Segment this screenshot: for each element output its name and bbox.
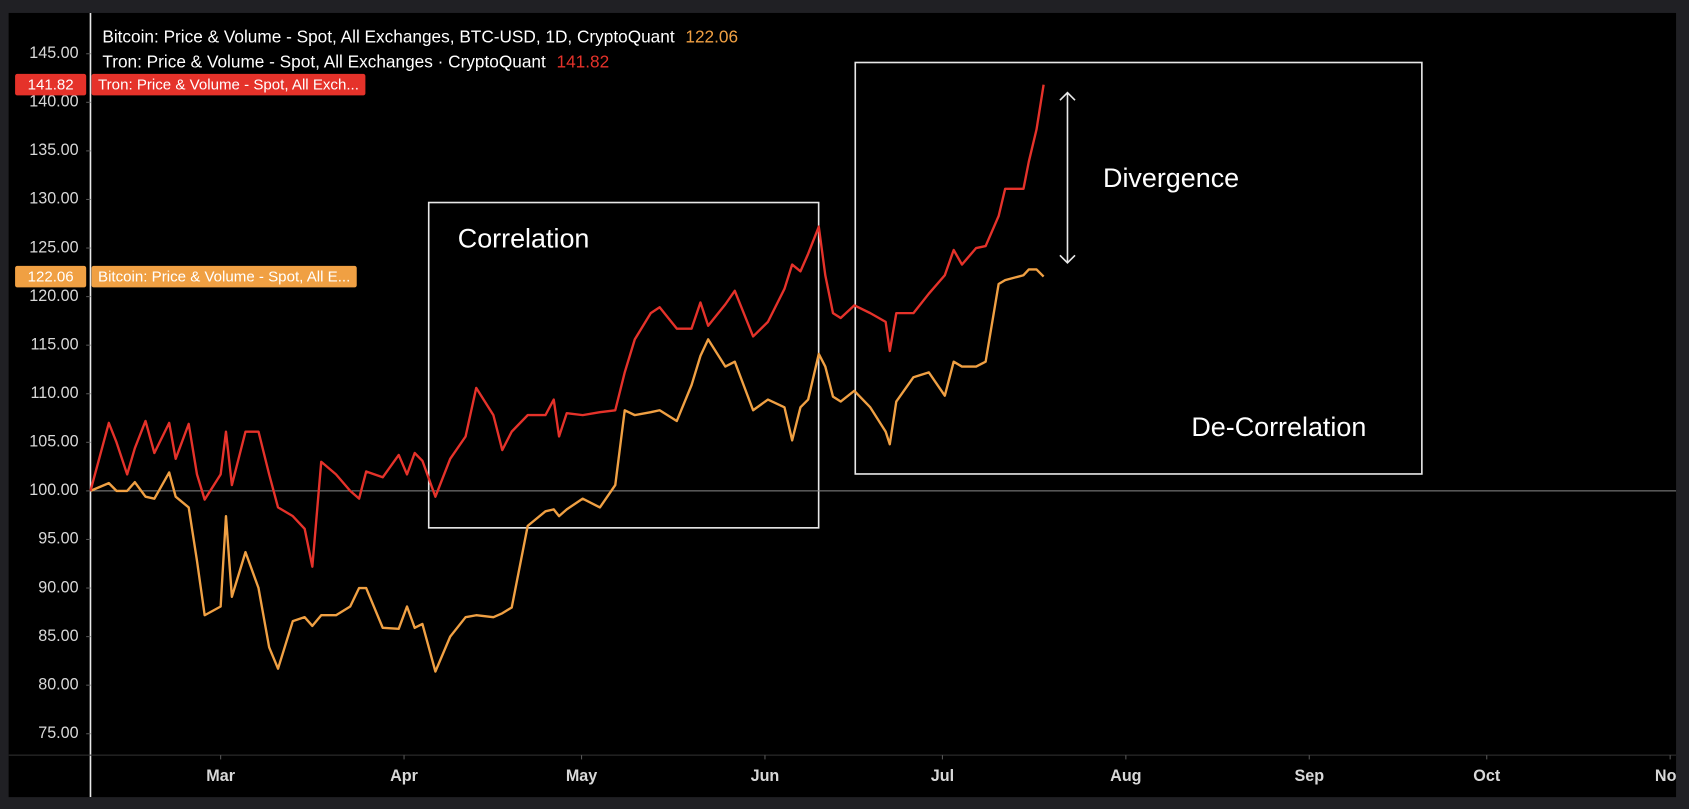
y-tick-label: 80.00 (38, 675, 78, 693)
series-line (90, 268, 1045, 673)
price-tag: 141.82 Tron: Price & Volume - Spot, All E… (15, 73, 366, 96)
x-tick-label: Nov (1655, 767, 1686, 785)
annotation: Divergence (1103, 163, 1239, 193)
price-tag-label-box (91, 265, 357, 288)
x-tick-label: Apr (390, 767, 419, 785)
y-tick-label: 85.00 (38, 627, 78, 645)
correlation-box (427, 201, 820, 529)
price-tag-value: 122.06 (28, 269, 74, 286)
x-tick-label: Sep (1294, 767, 1324, 785)
y-tick-label: 115.00 (30, 335, 78, 353)
x-tick-label: Jul (931, 767, 954, 785)
price-tag-value: 141.82 (28, 77, 74, 94)
legend-label: Tron: Price & Volume - Spot, All Exchang… (102, 51, 546, 71)
legend-value: 122.06 (685, 26, 738, 46)
series-line (89, 84, 1045, 568)
annotation: Correlation (458, 223, 590, 253)
y-tick-label: 120.00 (29, 287, 78, 305)
legend-value: 141.82 (557, 51, 610, 71)
legend-entry: Tron: Price & Volume - Spot, All Exchang… (102, 51, 609, 71)
x-tick-label: Aug (1110, 767, 1141, 785)
y-tick-label: 100.00 (29, 481, 78, 499)
legend-label: Bitcoin: Price & Volume - Spot, All Exch… (102, 26, 674, 46)
price-tag-box (15, 265, 87, 288)
divergence-arrow (1059, 91, 1076, 264)
decorrelation-box (854, 61, 1423, 475)
annotation: De-Correlation (1191, 412, 1366, 442)
price-tag-box (15, 73, 87, 96)
price-tag-label: Tron: Price & Volume - Spot, All Exch... (98, 77, 359, 94)
plot-area: Correlation Divergence De-Correlation Ma… (8, 12, 1686, 798)
y-tick-label: 140.00 (29, 93, 78, 111)
price-tag-label-box (91, 73, 366, 96)
x-tick-label: Jun (751, 767, 780, 785)
x-tick-label: Mar (206, 767, 235, 785)
price-tag-label: Bitcoin: Price & Volume - Spot, All E... (98, 269, 350, 286)
x-tick-label: Oct (1473, 767, 1501, 785)
y-tick-label: 130.00 (29, 190, 78, 208)
y-tick-label: 95.00 (38, 530, 78, 548)
y-tick-label: 125.00 (29, 238, 78, 256)
legend-entry: Bitcoin: Price & Volume - Spot, All Exch… (102, 26, 738, 46)
x-tick-label: May (566, 767, 597, 785)
panel (8, 12, 1677, 798)
price-tag: 122.06 Bitcoin: Price & Volume - Spot, Al… (15, 265, 357, 288)
y-tick-label: 110.00 (30, 384, 78, 402)
y-tick-label: 105.00 (29, 433, 78, 451)
y-tick-label: 135.00 (29, 141, 78, 159)
y-tick-label: 145.00 (29, 44, 78, 62)
y-tick-label: 75.00 (38, 724, 78, 742)
y-tick-label: 90.00 (38, 578, 78, 596)
